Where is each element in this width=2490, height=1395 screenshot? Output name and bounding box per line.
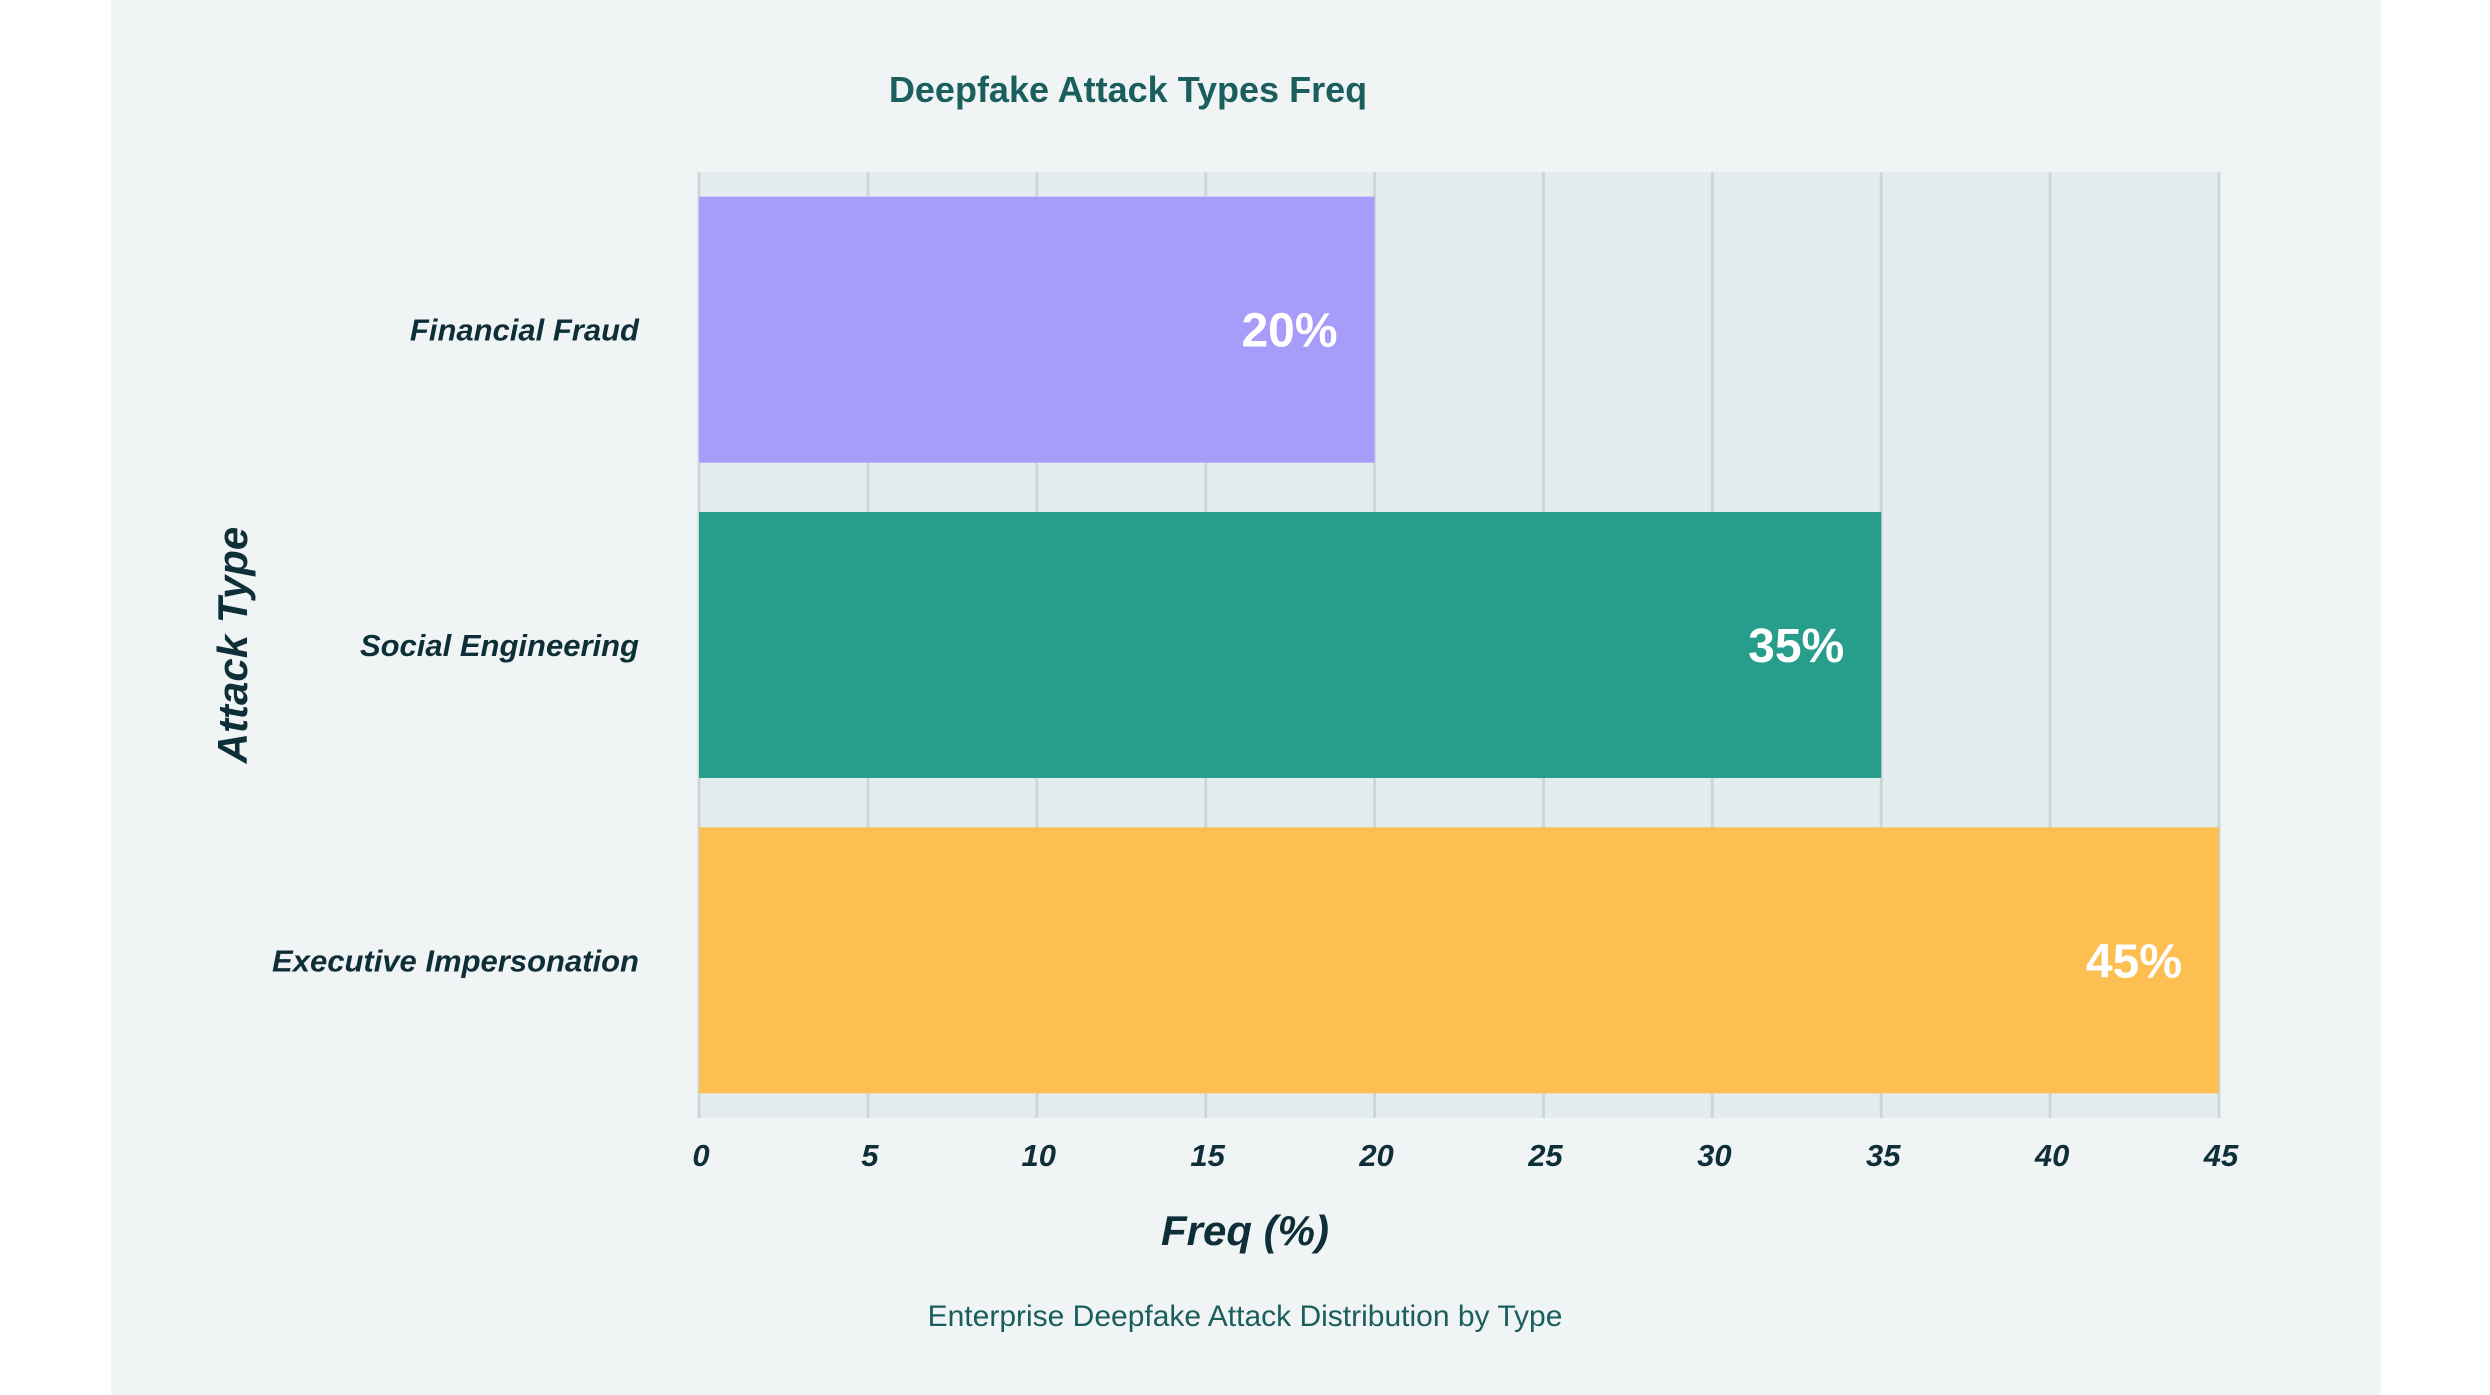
bar-value-label: 20%	[1241, 305, 1337, 358]
x-tick-label: 10	[1022, 1138, 1056, 1173]
bar-value-label: 35%	[1748, 620, 1844, 673]
category-label: Financial Fraud	[410, 313, 640, 348]
bar-executive-impersonation	[699, 827, 2219, 1094]
chart-title: Deepfake Attack Types Freq	[889, 69, 1367, 110]
category-label: Social Engineering	[360, 628, 639, 663]
x-tick-label: 0	[692, 1138, 709, 1173]
bar-value-label: 45%	[2086, 935, 2182, 988]
x-tick-label: 5	[861, 1138, 879, 1173]
x-tick-label: 15	[1190, 1138, 1225, 1173]
x-tick-label: 30	[1697, 1138, 1731, 1173]
x-tick-label: 35	[1866, 1138, 1901, 1173]
chart-caption: Enterprise Deepfake Attack Distribution …	[928, 1300, 1563, 1333]
x-tick-label: 20	[1358, 1138, 1393, 1173]
category-label: Executive Impersonation	[272, 943, 639, 978]
bars	[699, 196, 2219, 1094]
x-tick-labels: 0 5 10 15 20 25 30 35 40 45	[692, 1138, 2239, 1173]
bar-social-engineering	[699, 512, 1882, 778]
y-axis-title: Attack Type	[209, 527, 256, 765]
x-axis-title: Freq (%)	[1161, 1207, 1329, 1254]
x-tick-label: 45	[2203, 1138, 2239, 1173]
bar-value-labels: 20% 35% 45%	[1241, 305, 2182, 989]
x-tick-label: 25	[1527, 1138, 1563, 1173]
bar-financial-fraud	[699, 196, 1375, 463]
category-labels: Financial Fraud Social Engineering Executi…	[272, 313, 640, 979]
x-tick-label: 40	[2034, 1138, 2069, 1173]
